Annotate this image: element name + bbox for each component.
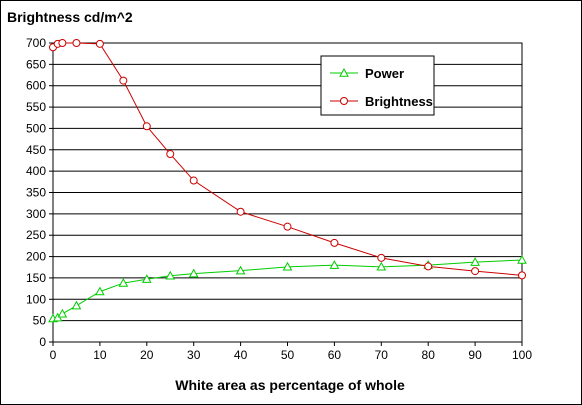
power-point [188,268,199,278]
legend-label-power: Power [365,66,404,81]
power-point [282,261,293,271]
x-tick-label: 40 [234,348,248,362]
power-point [118,278,129,287]
power-point [517,254,527,264]
x-tick-label: 70 [375,348,389,362]
y-tick-label: 150 [26,271,46,285]
brightness-point [95,39,104,48]
power-line [52,259,523,319]
brightness-point [72,39,81,47]
brightness-point [424,262,433,271]
y-tick-label: 0 [39,335,46,349]
power-point [376,261,387,271]
x-axis-title: White area as percentage of whole [175,377,405,393]
brightness-point [377,253,386,262]
y-tick-label: 350 [26,186,46,200]
brightness-series [49,39,526,280]
y-tick-label: 400 [26,164,46,178]
x-tick-label: 0 [50,348,57,362]
x-tick-label: 80 [422,348,436,362]
y-tick-label: 300 [26,207,46,221]
y-tick-label: 200 [26,250,46,264]
legend-label-brightness: Brightness [365,94,433,109]
brightness-point [142,122,151,131]
power-point [329,260,340,269]
x-tick-label: 50 [281,348,295,362]
x-tick-label: 20 [140,348,154,362]
x-tick-label: 10 [93,348,107,362]
x-tick-label: 90 [468,348,482,362]
x-tick-label: 60 [328,348,342,362]
brightness-point [283,222,292,231]
power-point [141,274,152,283]
brightness-point [471,267,480,276]
brightness-point [58,39,67,47]
y-tick-label: 500 [26,121,46,135]
brightness-line [52,42,523,276]
y-tick-label: 650 [26,57,46,71]
legend: Power Brightness [320,55,435,116]
axes: 0501001502002503003504004505005506006507… [26,36,532,362]
grid-lines [53,63,522,322]
brightness-point [166,150,175,159]
chart-title: Brightness cd/m^2 [7,9,133,25]
series-layer [48,39,527,323]
x-tick-label: 30 [187,348,201,362]
brightness-point [189,176,198,185]
brightness-point [119,76,128,85]
brightness-point [236,207,245,216]
power-point [95,286,105,296]
power-point [470,257,480,266]
legend-marker-power [339,67,349,77]
y-tick-label: 100 [26,292,46,306]
legend-box [320,55,435,116]
y-tick-label: 600 [26,79,46,93]
y-tick-label: 450 [26,143,46,157]
brightness-point [330,238,339,247]
y-tick-label: 50 [33,314,47,328]
y-tick-label: 700 [26,36,46,50]
power-point [165,270,176,280]
legend-marker-brightness [340,97,348,105]
power-point [57,308,68,318]
brightness-point [518,271,526,280]
power-point [71,300,82,310]
y-tick-label: 250 [26,228,46,242]
power-point [235,265,246,275]
x-tick-label: 100 [512,348,532,362]
y-tick-label: 550 [26,100,46,114]
